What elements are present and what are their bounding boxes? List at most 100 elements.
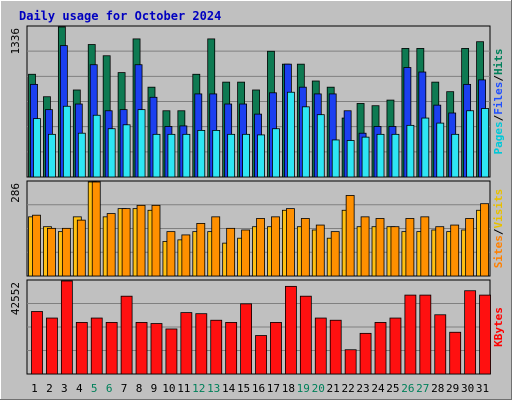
legend-kbytes: KBytes xyxy=(492,307,505,347)
day-label-23: 23 xyxy=(356,382,369,395)
legend-hits: Hits xyxy=(492,49,505,76)
legend-files: Files xyxy=(492,82,505,115)
panel-sites-visits: 286 Sites/Visits xyxy=(9,180,505,277)
y-max-label: 1336 xyxy=(9,28,22,55)
bar-pages-day-12 xyxy=(197,130,206,178)
bar-sites-day-1 xyxy=(32,214,41,277)
day-label-3: 3 xyxy=(61,382,68,395)
bar-sites-day-10 xyxy=(166,231,176,277)
bar-kbytes-day-8 xyxy=(135,322,148,375)
day-label-22: 22 xyxy=(341,382,354,395)
bar-sites-day-31 xyxy=(480,203,489,277)
day-label-9: 9 xyxy=(151,382,158,395)
bar-sites-day-5 xyxy=(91,181,101,277)
bar-sites-day-25 xyxy=(390,226,400,277)
bar-pages-day-4 xyxy=(77,132,86,178)
day-label-18: 18 xyxy=(282,382,295,395)
day-label-28: 28 xyxy=(431,382,444,395)
y-max-label: 286 xyxy=(9,183,22,203)
bar-sites-day-30 xyxy=(465,218,475,277)
bar-kbytes-day-12 xyxy=(195,313,208,375)
bar-kbytes-day-16 xyxy=(255,335,267,375)
bar-kbytes-day-18 xyxy=(285,285,297,375)
bar-sites-day-6 xyxy=(106,213,116,277)
bar-kbytes-day-24 xyxy=(374,322,387,375)
bar-kbytes-day-28 xyxy=(434,314,447,375)
bar-sites-day-20 xyxy=(315,224,325,277)
bar-sites-day-14 xyxy=(226,227,236,277)
day-label-6: 6 xyxy=(106,382,113,395)
day-label-14: 14 xyxy=(222,382,236,395)
bar-kbytes-day-17 xyxy=(270,322,282,375)
bar-pages-day-22 xyxy=(346,140,355,178)
legend-0: Pages/Files/Hits xyxy=(492,49,505,155)
bar-sites-day-18 xyxy=(286,208,295,277)
bar-kbytes-day-4 xyxy=(75,322,88,375)
bar-sites-day-4 xyxy=(76,219,86,277)
bar-pages-day-30 xyxy=(466,110,475,178)
bar-kbytes-day-10 xyxy=(165,328,178,375)
bar-pages-day-26 xyxy=(406,124,415,178)
bar-kbytes-day-13 xyxy=(210,319,223,375)
bar-pages-day-15 xyxy=(242,133,250,178)
bar-sites-day-13 xyxy=(211,216,221,277)
bar-kbytes-day-9 xyxy=(150,323,163,375)
bar-kbytes-day-31 xyxy=(479,294,491,375)
day-label-5: 5 xyxy=(91,382,98,395)
day-label-26: 26 xyxy=(401,382,414,395)
day-label-19: 19 xyxy=(297,382,310,395)
bar-sites-day-21 xyxy=(330,231,340,277)
bar-pages-day-31 xyxy=(481,108,489,178)
bar-pages-day-16 xyxy=(257,134,265,178)
day-label-21: 21 xyxy=(327,382,340,395)
chart-title: Daily usage for October 2024 xyxy=(19,9,221,23)
bar-pages-day-28 xyxy=(436,122,445,178)
bar-pages-day-11 xyxy=(182,133,191,178)
bar-sites-day-28 xyxy=(435,226,445,277)
legend-1: Sites/Visits xyxy=(492,189,505,269)
bar-sites-day-17 xyxy=(271,216,280,277)
bar-pages-day-1 xyxy=(33,118,41,178)
bar-sites-day-24 xyxy=(375,218,385,277)
bar-pages-day-20 xyxy=(316,114,325,178)
bar-pages-day-2 xyxy=(48,133,56,178)
day-label-7: 7 xyxy=(121,382,128,395)
bar-kbytes-day-14 xyxy=(225,322,238,375)
day-label-8: 8 xyxy=(136,382,143,395)
bar-pages-day-9 xyxy=(152,133,161,178)
day-label-27: 27 xyxy=(416,382,429,395)
bar-kbytes-day-2 xyxy=(46,317,58,375)
bar-sites-day-12 xyxy=(196,223,206,277)
bar-pages-day-7 xyxy=(122,124,131,178)
bar-pages-day-14 xyxy=(227,133,236,178)
legend-2: KBytes xyxy=(492,307,505,347)
bar-kbytes-day-5 xyxy=(90,317,103,375)
bar-sites-day-29 xyxy=(450,224,460,277)
bar-pages-day-21 xyxy=(331,139,340,178)
day-label-12: 12 xyxy=(192,382,205,395)
day-label-4: 4 xyxy=(76,382,83,395)
bar-pages-day-10 xyxy=(167,133,176,178)
bar-sites-day-23 xyxy=(360,216,370,277)
panel-pages-files-hits: 1336 Pages/Files/Hits xyxy=(9,25,505,178)
bar-sites-day-26 xyxy=(405,218,415,277)
bar-kbytes-day-29 xyxy=(449,331,462,375)
bar-kbytes-day-27 xyxy=(419,294,432,375)
day-label-31: 31 xyxy=(476,382,489,395)
day-label-13: 13 xyxy=(207,382,220,395)
day-label-17: 17 xyxy=(267,382,280,395)
legend-sites: Sites xyxy=(492,235,505,268)
day-label-10: 10 xyxy=(162,382,175,395)
panel-kbytes: 42552 KBytes xyxy=(9,279,505,375)
bar-kbytes-day-19 xyxy=(299,295,312,375)
bar-kbytes-day-15 xyxy=(240,303,252,375)
bar-kbytes-day-11 xyxy=(180,312,193,375)
day-label-25: 25 xyxy=(386,382,399,395)
bar-pages-day-17 xyxy=(272,128,280,178)
bar-kbytes-day-23 xyxy=(359,332,372,375)
bar-sites-day-9 xyxy=(151,204,161,277)
bar-sites-day-11 xyxy=(181,234,191,277)
bar-pages-day-18 xyxy=(287,91,295,178)
legend-visits: Visits xyxy=(492,189,505,229)
